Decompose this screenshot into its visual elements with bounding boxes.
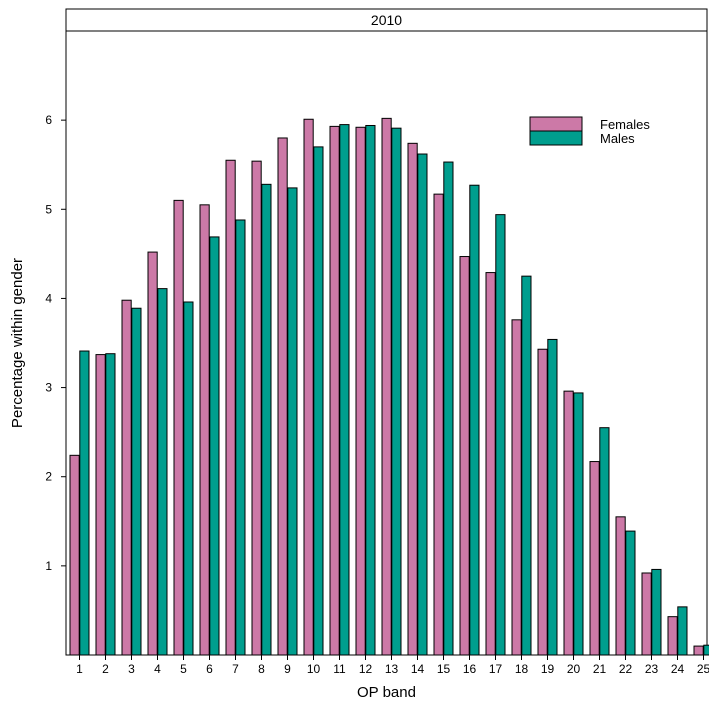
- bar-females-9: [277, 137, 288, 656]
- bar-males-4: [157, 288, 168, 656]
- x-tick-label: 16: [463, 662, 477, 676]
- bar-males-2: [105, 353, 116, 656]
- bar-females-6: [199, 204, 210, 656]
- bar-females-23: [641, 572, 652, 656]
- bar-males-18: [521, 275, 532, 656]
- x-tick-label: 10: [307, 662, 321, 676]
- x-tick-label: 20: [567, 662, 581, 676]
- bar-females-17: [485, 272, 496, 656]
- bar-males-12: [365, 124, 376, 656]
- bar-females-19: [537, 348, 548, 656]
- bar-males-14: [417, 153, 428, 656]
- bar-males-10: [313, 146, 324, 656]
- x-tick-label: 6: [206, 662, 213, 676]
- bar-females-2: [95, 354, 106, 656]
- x-tick-label: 23: [645, 662, 659, 676]
- bar-males-3: [131, 307, 142, 656]
- bar-females-14: [407, 142, 418, 656]
- y-tick-label: 5: [45, 202, 52, 216]
- y-tick-label: 3: [45, 381, 52, 395]
- bar-males-24: [677, 606, 688, 656]
- x-tick-label: 13: [385, 662, 399, 676]
- bar-females-11: [329, 125, 340, 656]
- x-tick-label: 22: [619, 662, 633, 676]
- legend-swatch-females: [529, 116, 583, 132]
- bars-group: [69, 117, 709, 656]
- x-tick-label: 17: [489, 662, 503, 676]
- bar-females-5: [173, 199, 184, 656]
- x-tick-label: 24: [671, 662, 685, 676]
- bar-males-9: [287, 187, 298, 656]
- bar-females-16: [459, 256, 470, 656]
- y-axis: 1 2 3 4 5 6: [45, 113, 66, 573]
- x-tick-label: 4: [154, 662, 161, 676]
- bar-females-13: [381, 117, 392, 656]
- y-tick-label: 6: [45, 113, 52, 127]
- y-tick-label: 1: [45, 559, 52, 573]
- x-tick-label: 14: [411, 662, 425, 676]
- bar-males-16: [469, 184, 480, 656]
- x-axis-label: OP band: [357, 684, 416, 701]
- legend-swatch-males: [529, 130, 583, 146]
- bar-males-20: [573, 392, 584, 656]
- bar-males-19: [547, 338, 558, 656]
- bar-females-21: [589, 461, 600, 656]
- legend-label-females: Females: [600, 117, 650, 132]
- bar-males-11: [339, 124, 350, 656]
- bar-males-22: [625, 530, 636, 656]
- bar-males-6: [209, 236, 220, 656]
- x-tick-label: 8: [258, 662, 265, 676]
- x-tick-label: 1: [76, 662, 83, 676]
- bar-males-25: [703, 644, 709, 656]
- bar-females-4: [147, 251, 158, 656]
- x-tick-label: 25: [697, 662, 709, 676]
- bar-males-21: [599, 427, 610, 656]
- x-tick-label: 3: [128, 662, 135, 676]
- bar-females-24: [667, 616, 678, 656]
- legend-label-males: Males: [600, 131, 635, 146]
- bar-males-15: [443, 161, 454, 656]
- y-axis-label: Percentage within gender: [9, 258, 26, 428]
- bar-females-1: [69, 454, 80, 656]
- x-tick-label: 21: [593, 662, 607, 676]
- y-tick-label: 2: [45, 470, 52, 484]
- x-axis: 1 2 3 4 5 6 7 8 9 10 11 12 13 14 15 16 17 18 19 20 21 22 23 24 2…: [76, 655, 709, 676]
- x-tick-label: 9: [284, 662, 291, 676]
- x-tick-label: 12: [359, 662, 373, 676]
- x-tick-label: 2: [102, 662, 109, 676]
- bar-males-17: [495, 214, 506, 656]
- bar-females-15: [433, 193, 444, 656]
- bar-females-18: [511, 319, 522, 656]
- bar-males-5: [183, 301, 194, 656]
- bar-females-7: [225, 159, 236, 656]
- bar-females-10: [303, 118, 314, 656]
- bar-males-13: [391, 127, 402, 656]
- x-tick-label: 19: [541, 662, 555, 676]
- x-tick-label: 5: [180, 662, 187, 676]
- x-tick-label: 18: [515, 662, 529, 676]
- x-tick-label: 7: [232, 662, 239, 676]
- bar-females-25: [693, 645, 704, 656]
- bar-males-8: [261, 183, 272, 656]
- x-tick-label: 15: [437, 662, 451, 676]
- bar-females-12: [355, 126, 366, 656]
- panel-title: 2010: [371, 12, 402, 28]
- x-tick-label: 11: [333, 662, 346, 676]
- bar-females-8: [251, 160, 262, 656]
- bar-males-7: [235, 219, 246, 656]
- y-tick-label: 4: [45, 291, 52, 305]
- bar-females-22: [615, 516, 626, 656]
- bar-females-20: [563, 390, 574, 656]
- bar-females-3: [121, 299, 132, 656]
- bar-males-1: [79, 350, 90, 656]
- bar-males-23: [651, 568, 662, 656]
